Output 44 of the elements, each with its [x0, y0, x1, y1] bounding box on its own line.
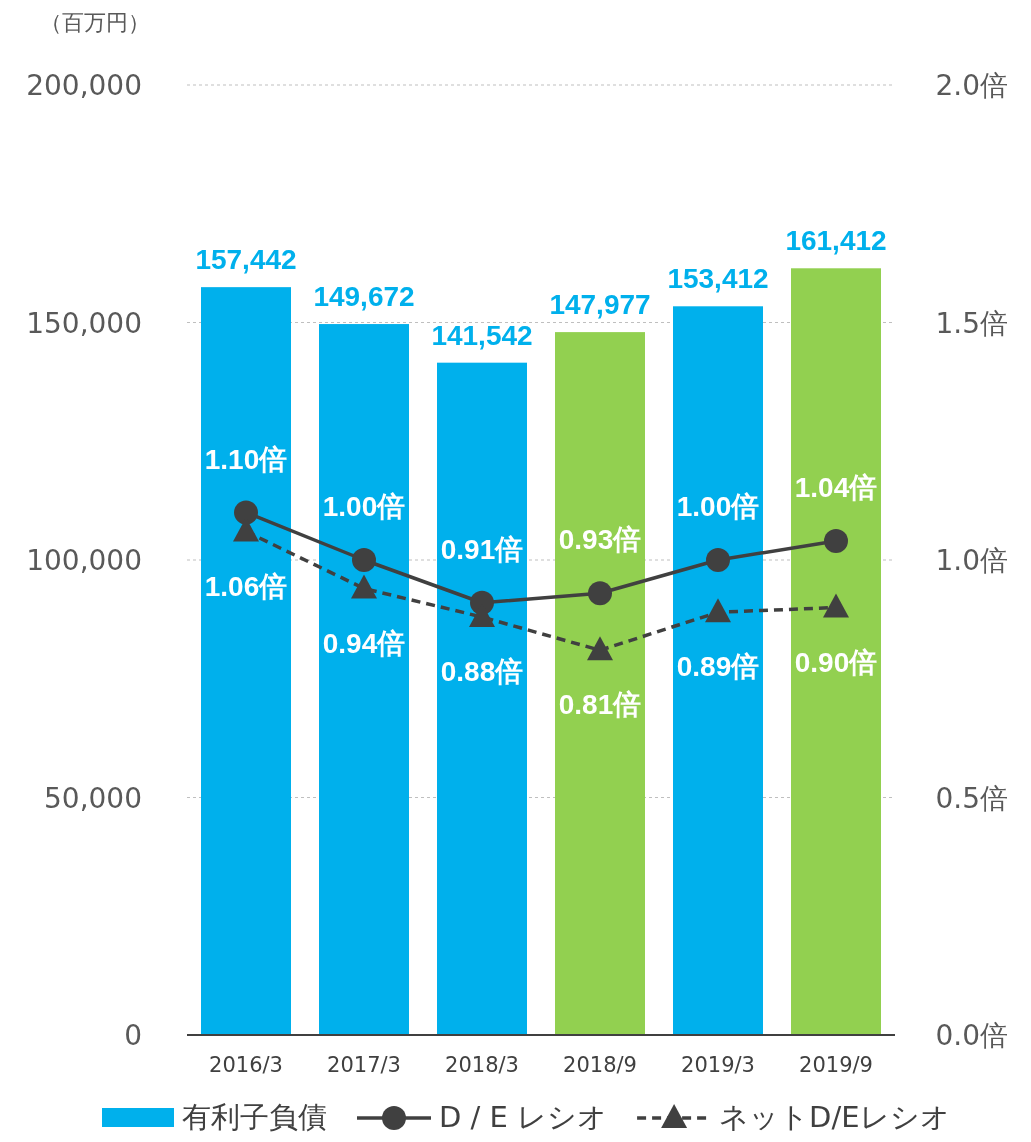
- y2-tick-label: 1.0倍: [935, 544, 1008, 577]
- y-tick-label: 0: [124, 1019, 142, 1052]
- data-label: 0.90倍: [794, 646, 878, 678]
- bar: [791, 268, 881, 1035]
- bar: [201, 287, 291, 1035]
- data-label: 153,412: [667, 263, 769, 295]
- y2-tick-label: 2.0倍: [935, 69, 1008, 102]
- data-label: 1.00倍: [322, 491, 406, 522]
- bar: [319, 324, 409, 1035]
- x-tick-label: 2016/3: [209, 1053, 283, 1077]
- y-tick-label: 100,000: [26, 544, 142, 577]
- y2-tick-label: 1.5倍: [935, 306, 1008, 340]
- data-label: 0.94倍: [322, 627, 406, 659]
- data-label: 1.10倍: [204, 443, 288, 475]
- y-tick-label: 50,000: [44, 781, 142, 815]
- x-tick-label: 2018/3: [445, 1053, 519, 1077]
- bar: [673, 306, 763, 1035]
- legend-label: ネットD/Eレシオ: [719, 1100, 950, 1134]
- data-label: 147,977: [549, 289, 651, 321]
- data-label: 141,542: [431, 319, 533, 351]
- data-label: 0.81倍: [558, 689, 642, 721]
- data-label: 0.93倍: [558, 524, 642, 556]
- legend-label: 有利子負債: [182, 1100, 327, 1134]
- data-label: 0.91倍: [440, 533, 524, 565]
- data-label: 0.88倍: [440, 656, 524, 687]
- bar: [555, 332, 645, 1035]
- data-label: 1.06倍: [204, 570, 288, 602]
- x-tick-label: 2019/3: [681, 1053, 755, 1077]
- data-label: 1.04倍: [794, 472, 878, 503]
- bar: [437, 362, 527, 1035]
- y-axis-title: （百万円）: [40, 10, 150, 35]
- legend-label: D / E レシオ: [439, 1100, 608, 1134]
- data-label: 157,442: [195, 244, 297, 276]
- x-tick-label: 2017/3: [327, 1053, 401, 1077]
- data-label: 149,672: [313, 281, 415, 313]
- x-tick-label: 2018/9: [563, 1053, 637, 1077]
- y-tick-label: 150,000: [26, 306, 142, 340]
- data-label: 1.00倍: [676, 491, 760, 522]
- y2-tick-label: 0.0倍: [935, 1019, 1008, 1052]
- y-tick-label: 200,000: [26, 69, 142, 102]
- x-tick-label: 2019/9: [799, 1053, 873, 1077]
- data-label: 0.89倍: [676, 651, 760, 683]
- data-label: 161,412: [785, 225, 887, 257]
- y2-tick-label: 0.5倍: [935, 781, 1008, 815]
